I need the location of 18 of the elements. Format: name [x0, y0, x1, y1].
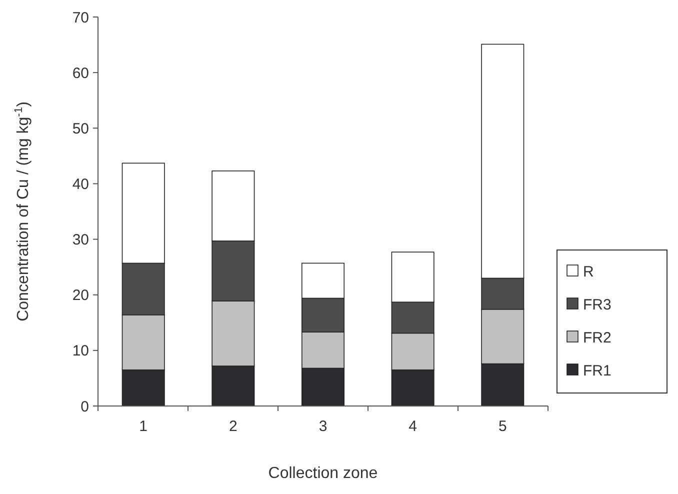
legend-label: R: [583, 263, 594, 280]
y-tick-label: 20: [72, 287, 89, 304]
legend-label: FR2: [583, 329, 612, 346]
y-tick-label: 50: [72, 120, 89, 138]
x-tick-label: 1: [139, 418, 148, 435]
legend-label: FR1: [583, 362, 612, 380]
y-tick-label: 40: [72, 176, 89, 193]
x-tick-label: 4: [408, 418, 417, 435]
y-tick-label: 60: [72, 64, 89, 82]
x-tick-label: 3: [318, 418, 328, 435]
y-tick-label: 10: [72, 342, 89, 360]
y-tick-label: 70: [72, 9, 89, 26]
x-tick-label: 5: [498, 418, 507, 435]
x-axis-title: Collection zone: [268, 465, 378, 482]
y-tick-label: 0: [80, 398, 89, 416]
legend-label: FR3: [583, 296, 612, 314]
x-tick-label: 2: [229, 418, 238, 435]
y-tick-label: 30: [72, 232, 89, 249]
